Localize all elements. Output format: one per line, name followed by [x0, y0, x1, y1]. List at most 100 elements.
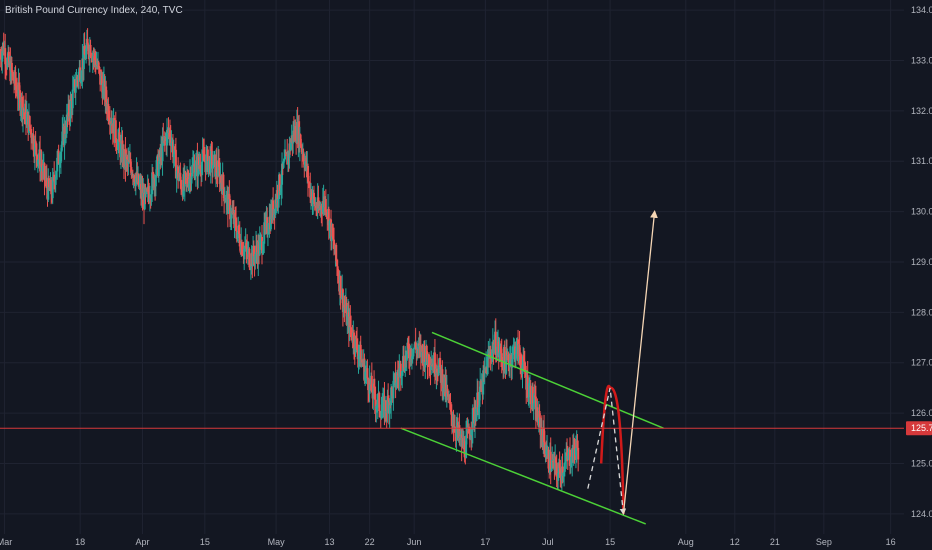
candle-body [469, 435, 472, 440]
candle-body [19, 107, 22, 111]
candle-body [292, 130, 295, 144]
candle-body [468, 427, 471, 434]
candle-body [543, 427, 546, 443]
candle-body [416, 349, 419, 351]
time-axis[interactable]: Mar 18 Apr 15 May 13 22 Jun 17 Jul 15 Aug 12 21 Sep 16 [0, 534, 932, 550]
candle-body [191, 165, 194, 177]
candle-body [522, 355, 525, 362]
candle-body [79, 79, 82, 82]
price-axis[interactable]: 134.0 133.0 132.0 131.0 130.0 129.0 128.0 127.0… [904, 0, 932, 550]
candle-body [240, 242, 243, 255]
candle-body [574, 447, 577, 456]
candle-body [533, 395, 536, 404]
candle-body [356, 349, 359, 360]
projected-path-dashed[interactable] [587, 387, 627, 516]
candle-body [572, 439, 575, 461]
candle-body [482, 370, 485, 395]
candle-body [320, 205, 323, 210]
candle-body [471, 430, 474, 436]
candle-body [418, 343, 421, 346]
candle-body [179, 172, 182, 181]
price-tick-label: 125.0 [911, 458, 932, 468]
candle-body [317, 197, 320, 209]
candle-body [294, 126, 297, 141]
candle-body [515, 340, 518, 354]
candle-body [425, 345, 428, 359]
candle-body [235, 218, 238, 231]
candle-body [499, 346, 502, 354]
candle-body [207, 160, 210, 173]
candle-body [386, 395, 389, 413]
candle-body [85, 48, 88, 59]
candle-body [376, 395, 379, 406]
candle-body [550, 468, 553, 471]
candle-body [332, 239, 335, 250]
candle-body [229, 218, 232, 220]
candle-body [249, 266, 252, 269]
candle-body [248, 248, 251, 268]
candle-body [37, 159, 40, 161]
candle-body [12, 73, 15, 81]
candle-body [36, 154, 39, 164]
candle-body [14, 71, 17, 86]
candle-body [102, 83, 105, 99]
candle-body [364, 371, 367, 381]
candle-body [512, 347, 515, 349]
candle-body [57, 150, 60, 165]
candle-body [201, 150, 204, 162]
candle-body [341, 289, 344, 312]
target-arrow[interactable] [622, 210, 658, 514]
channel-upper-line[interactable] [431, 331, 664, 429]
channel-lower-line[interactable] [400, 427, 646, 525]
candle-body [34, 140, 37, 144]
candle-body [360, 359, 363, 367]
candle-body [29, 126, 32, 130]
candle-body [143, 188, 146, 210]
candle-body [321, 202, 324, 212]
candle-body [60, 144, 63, 152]
price-tick-label: 134.0 [911, 5, 932, 15]
candle-body [309, 182, 312, 198]
candle-body [206, 149, 209, 173]
time-axis-bg[interactable] [0, 534, 932, 550]
candle-body [577, 447, 580, 460]
drawings[interactable] [400, 210, 664, 525]
candle-body [554, 458, 557, 463]
candle-body [569, 465, 572, 467]
candle-body [222, 174, 225, 189]
candle-body [169, 136, 172, 146]
candle-body [39, 164, 42, 172]
candle-body [498, 352, 501, 356]
candle-body [105, 86, 108, 103]
candle-body [537, 410, 540, 426]
candle-body [437, 365, 440, 376]
candle-body [355, 338, 358, 350]
candle-body [254, 254, 257, 263]
candle-body [307, 166, 310, 182]
candle-body [165, 129, 168, 146]
candle-body [197, 157, 200, 166]
candle-body [434, 373, 437, 375]
candle-body [396, 373, 399, 376]
candle-body [22, 108, 25, 118]
candle-body [465, 430, 468, 436]
candle-body [171, 141, 174, 158]
candle-body [555, 462, 558, 474]
candle-body [108, 118, 111, 121]
candle-body [336, 266, 339, 277]
candle-body [361, 359, 364, 363]
price-axis-bg[interactable] [904, 0, 932, 550]
candle-body [45, 177, 48, 188]
candle-body [536, 407, 539, 422]
candle-body [193, 163, 196, 179]
candle-body [363, 358, 366, 381]
candle-body [28, 116, 31, 127]
candle-body [157, 161, 160, 177]
candle-body [199, 165, 202, 172]
candle-body [312, 192, 315, 199]
candle-body [55, 171, 58, 177]
candle-body [458, 425, 461, 439]
grid [0, 0, 904, 534]
